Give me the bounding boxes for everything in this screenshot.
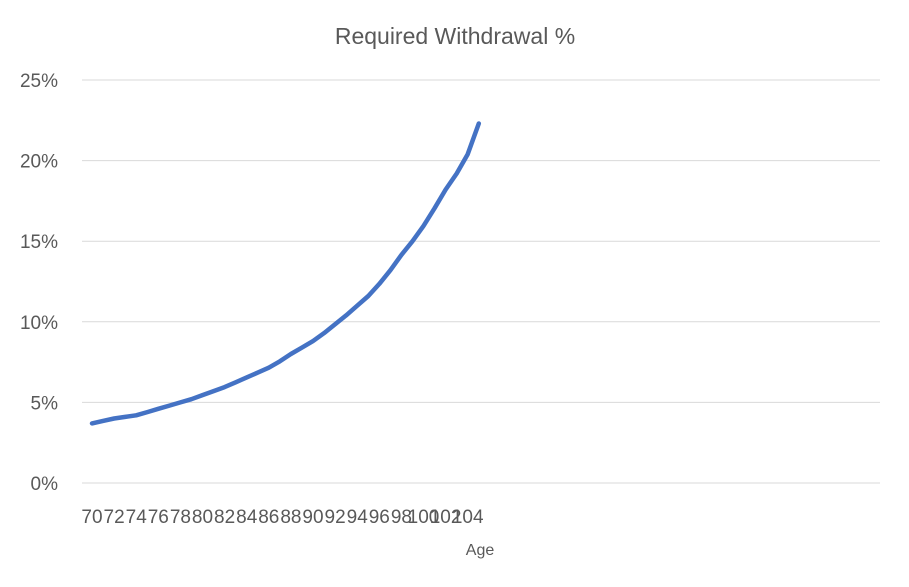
y-tick-label: 25% bbox=[20, 71, 58, 92]
y-tick-label: 0% bbox=[31, 474, 59, 495]
series-line bbox=[89, 121, 482, 426]
x-tick-label: 94 bbox=[347, 507, 369, 528]
x-tick-label: 100 bbox=[408, 507, 440, 528]
series-layer bbox=[89, 121, 482, 426]
x-tick-label: 70 bbox=[81, 507, 102, 528]
y-tick-label: 20% bbox=[20, 152, 58, 173]
x-tick-label: 104 bbox=[452, 507, 484, 528]
x-tick-label: 82 bbox=[214, 507, 235, 528]
x-tick-label: 76 bbox=[148, 507, 169, 528]
y-axis-tick-labels: 0% 5% 10% 15% 20% 25% bbox=[20, 71, 58, 495]
x-tick-label: 78 bbox=[170, 507, 191, 528]
gridlines bbox=[82, 79, 880, 484]
y-tick-label: 10% bbox=[20, 313, 58, 334]
x-tick-label: 102 bbox=[430, 507, 462, 528]
x-tick-label: 80 bbox=[192, 507, 213, 528]
chart-title: Required Withdrawal % bbox=[335, 23, 575, 49]
y-tick-label: 15% bbox=[20, 232, 58, 253]
x-tick-label: 98 bbox=[391, 507, 412, 528]
x-tick-label: 72 bbox=[104, 507, 125, 528]
x-tick-label: 86 bbox=[258, 507, 279, 528]
x-axis-title: Age bbox=[466, 542, 495, 559]
x-tick-label: 92 bbox=[325, 507, 346, 528]
x-tick-label: 88 bbox=[280, 507, 301, 528]
x-tick-label: 84 bbox=[236, 507, 258, 528]
x-tick-label: 96 bbox=[369, 507, 390, 528]
x-tick-label: 90 bbox=[302, 507, 323, 528]
x-tick-label: 74 bbox=[126, 507, 148, 528]
y-tick-label: 5% bbox=[31, 393, 59, 414]
